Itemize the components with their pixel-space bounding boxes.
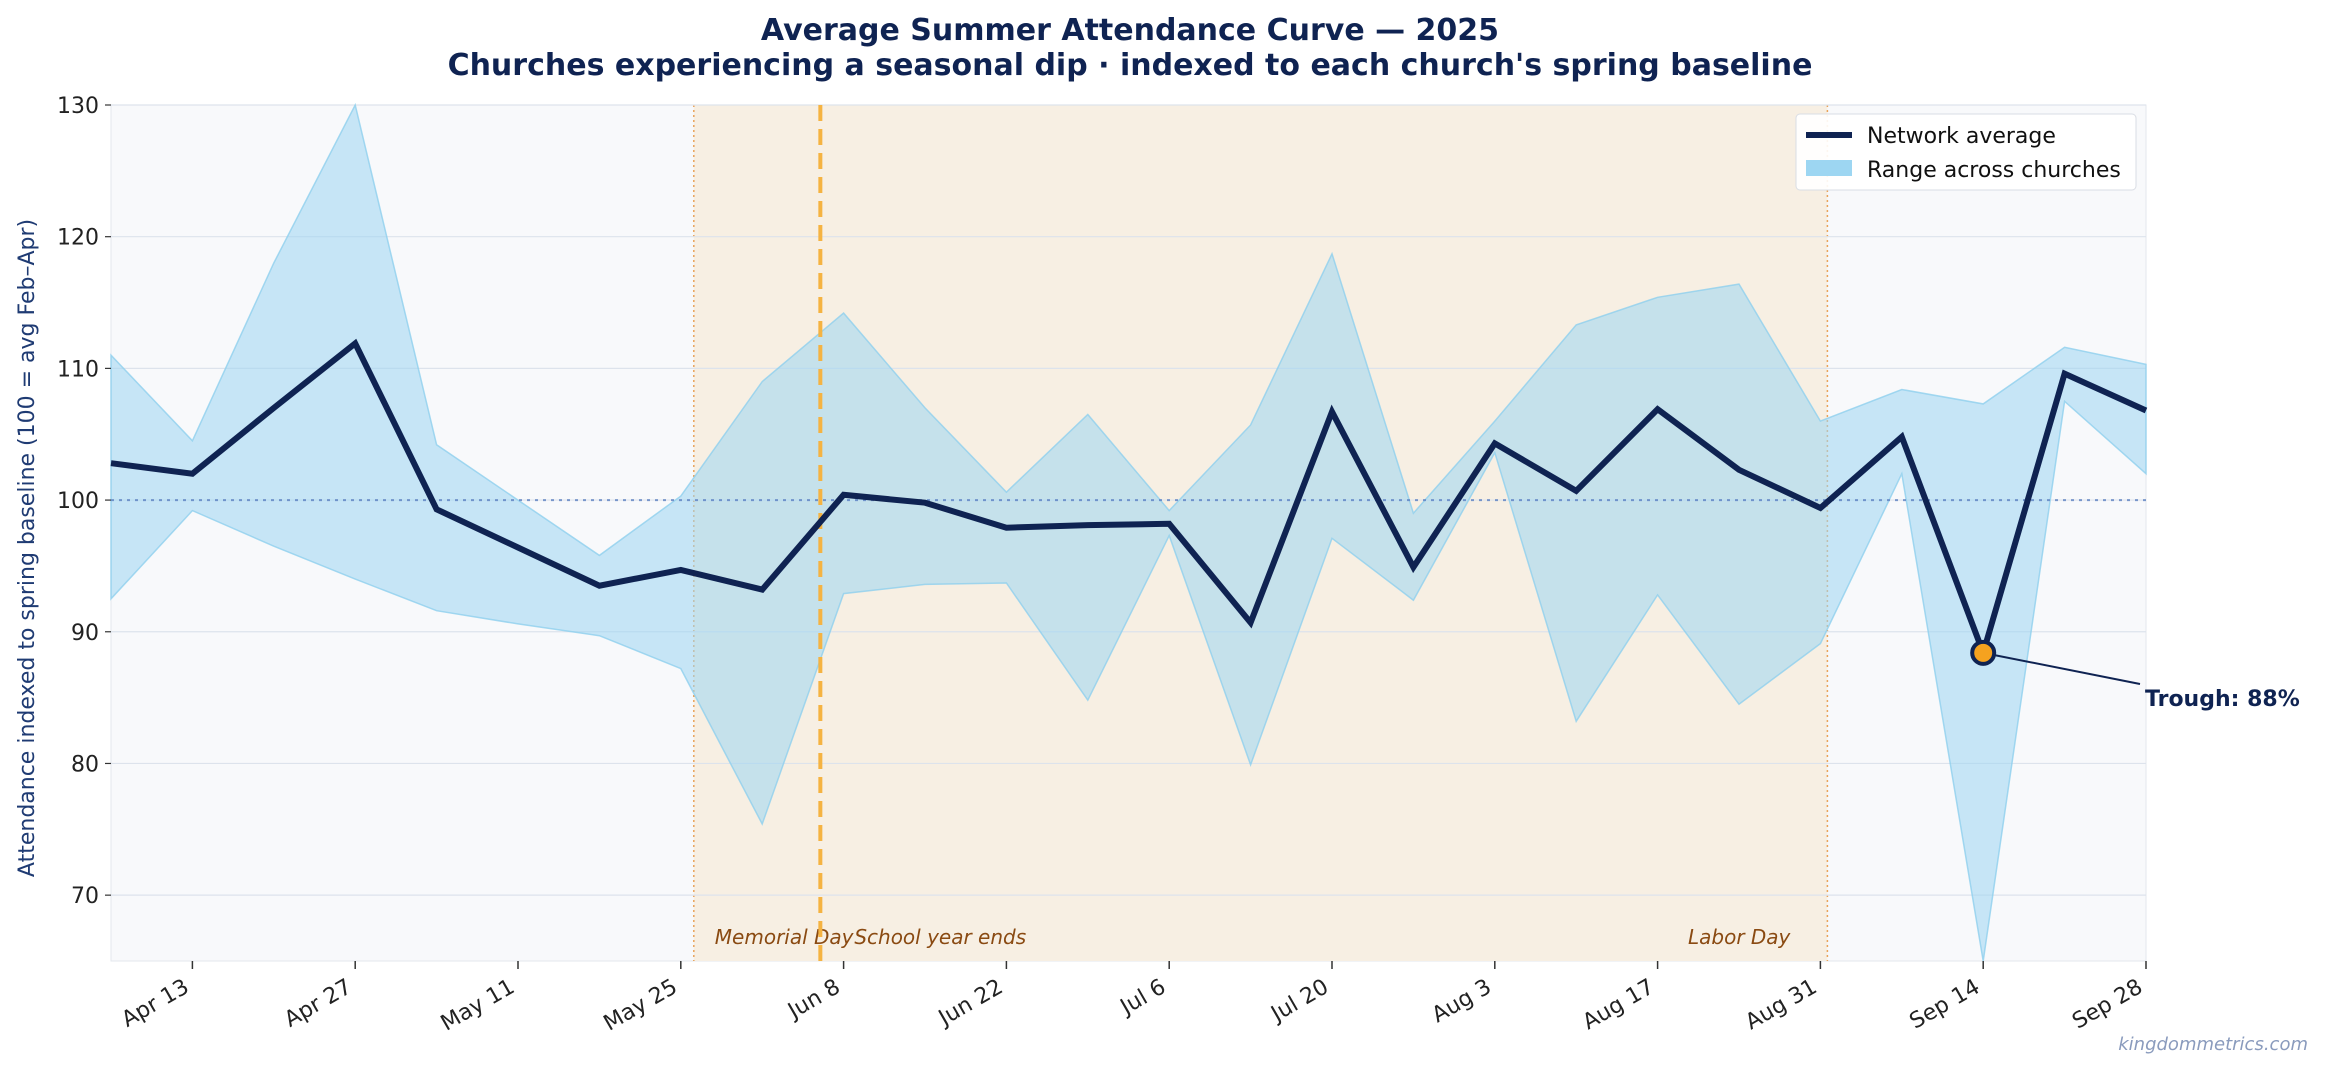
network-average-layer [110,338,2148,663]
x-tick-label: Apr 27 [280,975,356,1033]
network-average-line [110,338,2148,663]
chart-subtitle: Churches experiencing a seasonal dip · i… [448,48,1813,83]
memorial-day-label: Memorial Day [715,925,855,949]
legend-label-network-average: Network average [1867,124,2056,149]
x-tick-label: Aug 31 [1741,975,1821,1036]
x-ticks: Apr 13 Apr 27 May 11 May 25 Jun 8 Jun 22 Jul 6… [118,961,2147,1036]
x-tick-label: Jun 22 [933,975,1007,1032]
x-tick-label: Sep 14 [1905,975,1984,1035]
x-tick-label: May 25 [600,975,682,1037]
trough-layer [1970,639,2141,685]
trough-leader-line [1983,651,2141,685]
credit-text: kingdommetrics.com [2118,1034,2308,1055]
x-tick-label: Aug 17 [1579,975,1659,1036]
school-year-ends-label: School year ends [854,925,1026,949]
trough-marker [1970,639,1997,666]
x-tick-label: Jul 6 [1115,975,1170,1021]
y-tick-label: 80 [71,752,99,777]
x-tick-label: May 11 [437,975,519,1037]
legend-label-range: Range across churches [1867,158,2121,183]
annotation-layer: Memorial Day School year ends Labor Day [715,105,1792,961]
y-ticks: 70 80 90 100 110 120 130 [57,94,111,909]
y-tick-label: 120 [57,226,99,251]
x-tick-label: Jul 20 [1265,975,1333,1028]
y-axis-label: Attendance indexed to spring baseline (1… [15,219,40,877]
legend-box [1795,113,2137,191]
x-tick-label: Apr 13 [118,975,194,1033]
x-tick-label: Sep 28 [2068,975,2147,1035]
x-tick-label: Aug 3 [1428,975,1496,1029]
y-tick-label: 110 [57,357,99,382]
trough-label: Trough: 88% [2145,687,2300,712]
range-band-layer [110,102,2147,962]
labor-day-label: Labor Day [1688,925,1792,949]
legend: Network average Range across churches [1795,113,2137,191]
y-tick-label: 130 [57,94,99,119]
y-tick-label: 90 [71,621,99,646]
y-tick-label: 100 [57,489,99,514]
range-band [110,102,2147,962]
x-tick-label: Jun 8 [782,975,844,1025]
chart-title: Average Summer Attendance Curve — 2025 [761,13,1499,48]
y-tick-label: 70 [71,884,99,909]
legend-swatch-range [1806,160,1852,176]
